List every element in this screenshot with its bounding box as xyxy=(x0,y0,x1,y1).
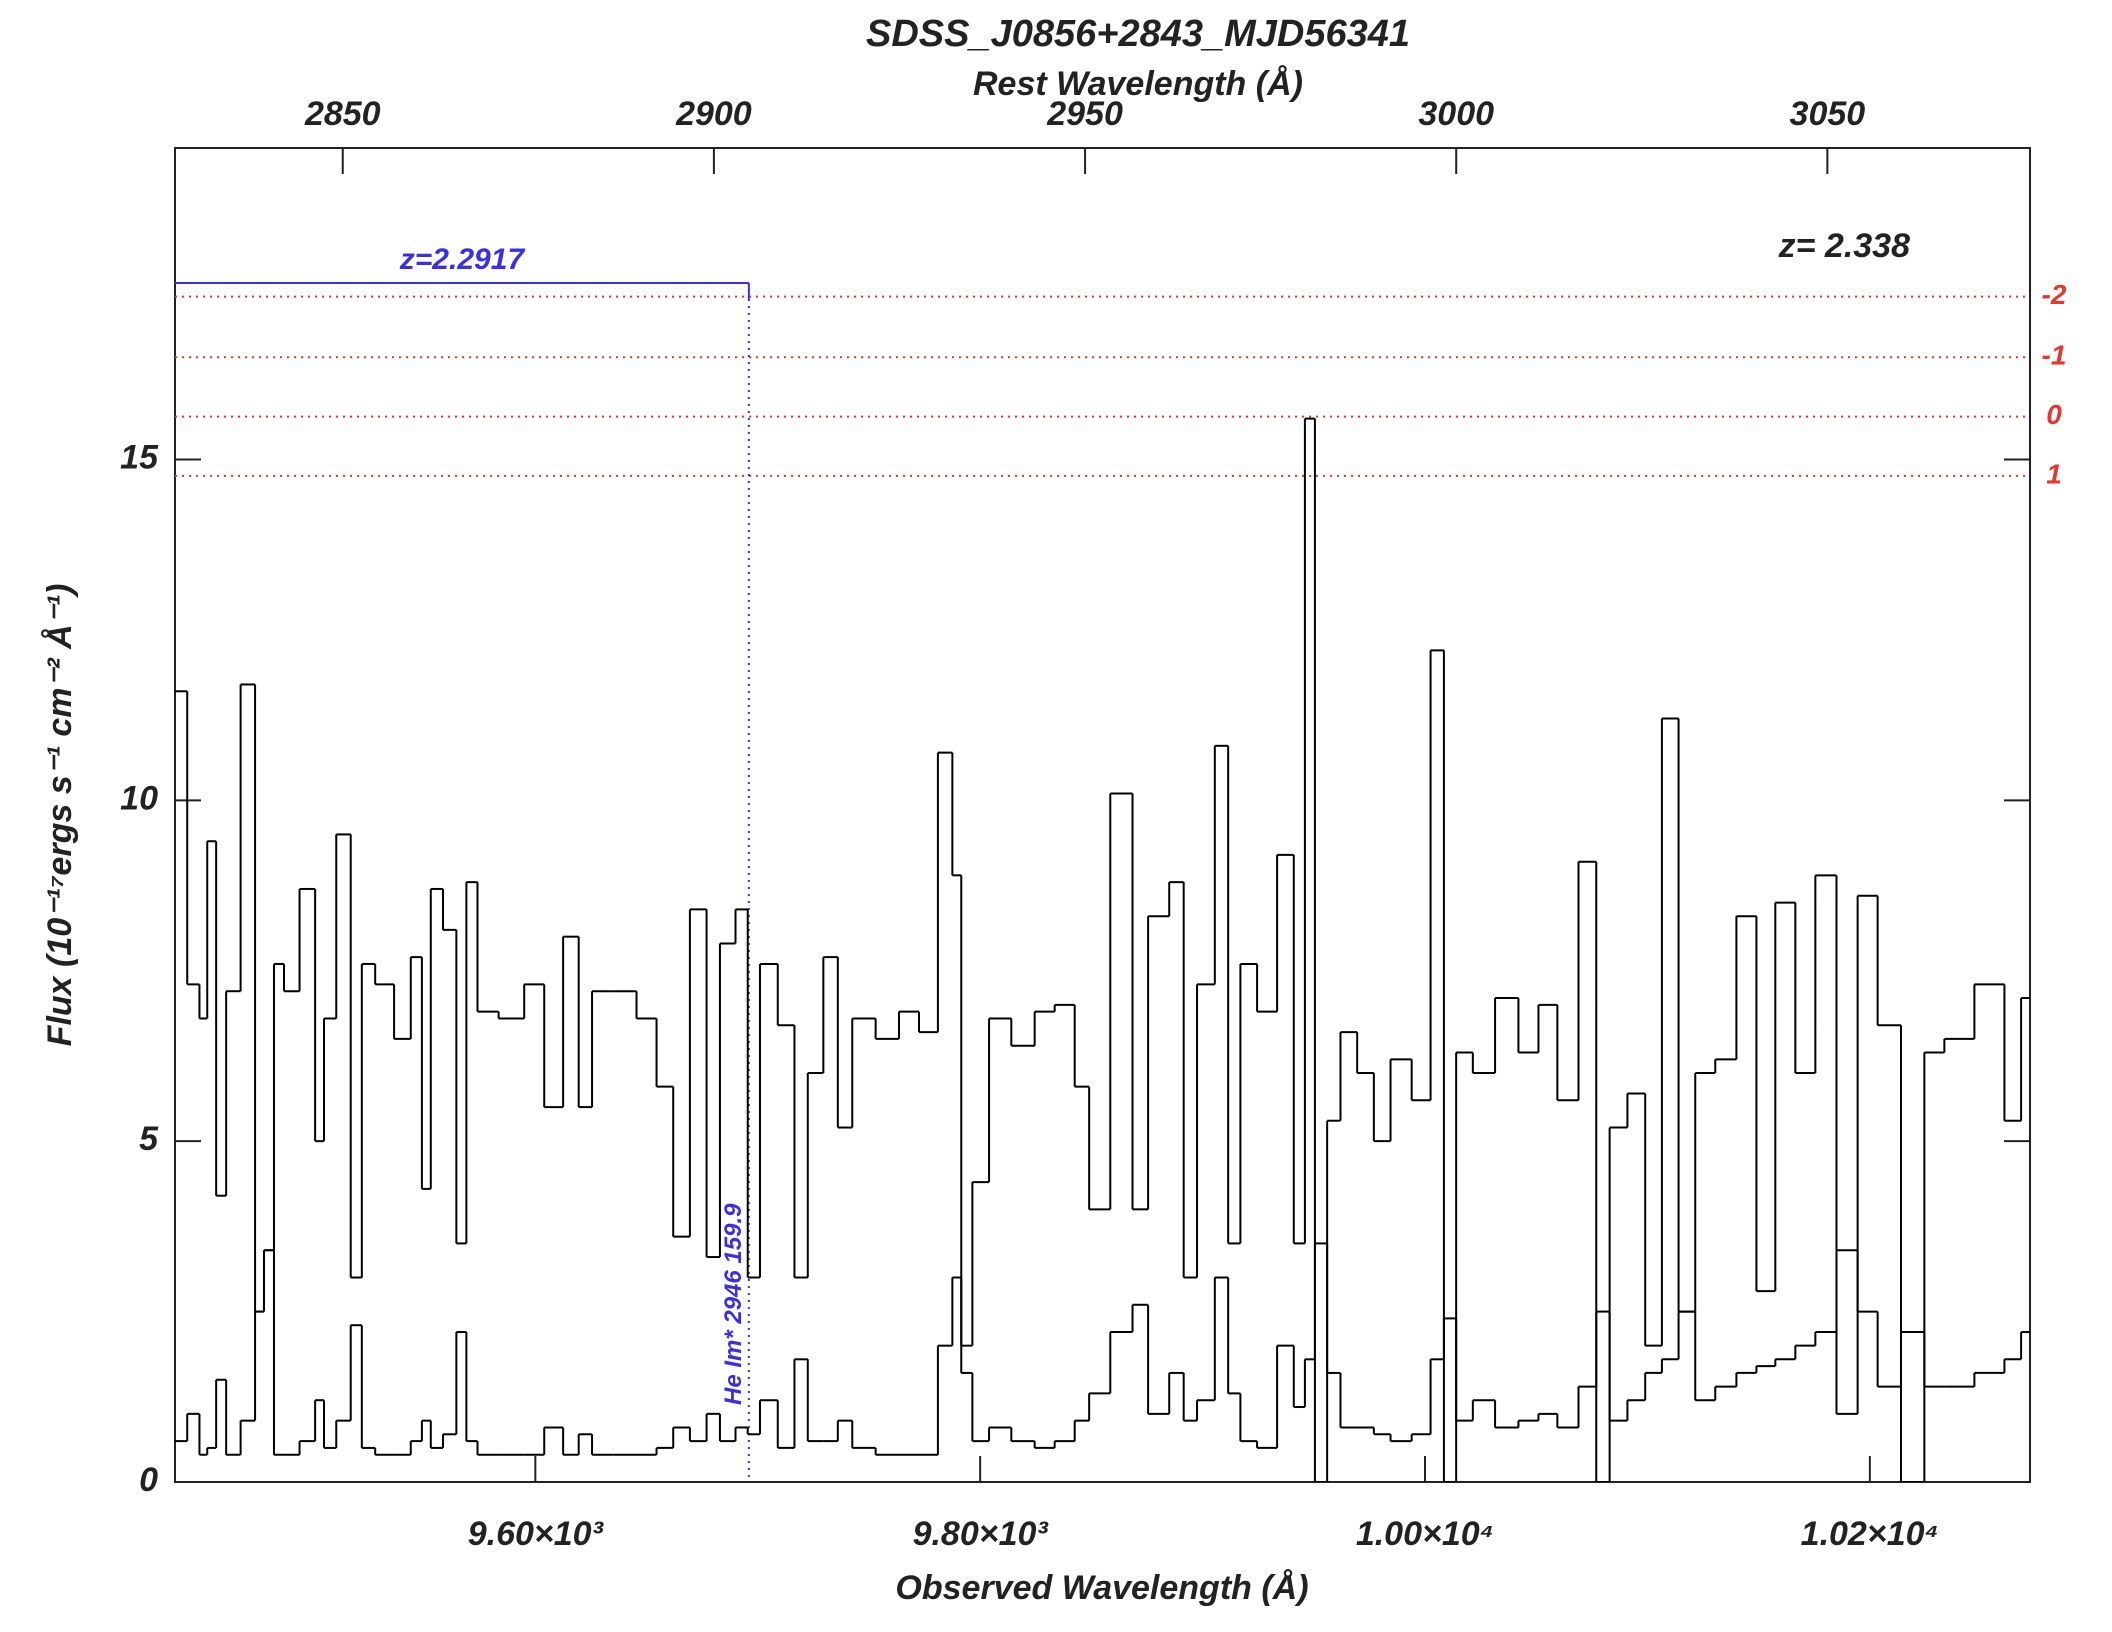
marker-line-label: He Im* 2946 159.9 xyxy=(720,1203,747,1405)
chart-title: SDSS_J0856+2843_MJD56341 xyxy=(866,13,1410,55)
step-connector xyxy=(186,1243,2023,1455)
x-axis-label: Observed Wavelength (Å) xyxy=(895,1569,1308,1607)
reference-label: 1 xyxy=(2046,458,2062,489)
y-tick-label: 0 xyxy=(139,1461,158,1499)
redshift-annotation: z= 2.338 xyxy=(1778,227,1910,265)
reference-label: 0 xyxy=(2046,399,2062,430)
y-tick-label: 5 xyxy=(139,1120,159,1158)
step-connector xyxy=(186,418,2023,1482)
x-tick-label: 9.80×10³ xyxy=(913,1515,1050,1553)
x-tick-label: 9.60×10³ xyxy=(468,1515,605,1553)
y-tick-label: 15 xyxy=(120,439,159,477)
top-axis-label: Rest Wavelength (Å) xyxy=(973,65,1303,103)
top-x-tick-label: 3000 xyxy=(1418,95,1494,133)
plot-frame xyxy=(174,147,2031,1483)
top-x-tick-label: 2950 xyxy=(1046,95,1123,133)
y-tick-label: 10 xyxy=(120,779,158,817)
marker-label: z=2.2917 xyxy=(399,243,526,276)
top-x-tick-label: 3050 xyxy=(1790,95,1866,133)
reference-label: -1 xyxy=(2042,340,2067,371)
x-tick-label: 1.02×10⁴ xyxy=(1801,1515,1939,1553)
y-axis-label: Flux (10⁻¹⁷ergs s⁻¹ cm⁻² Å⁻¹) xyxy=(41,584,79,1047)
top-x-tick-label: 2900 xyxy=(675,95,752,133)
x-tick-label: 1.00×10⁴ xyxy=(1356,1515,1494,1553)
reference-label: -2 xyxy=(2042,279,2067,310)
top-x-tick-label: 2850 xyxy=(304,95,381,133)
plot-area xyxy=(175,417,2030,1482)
